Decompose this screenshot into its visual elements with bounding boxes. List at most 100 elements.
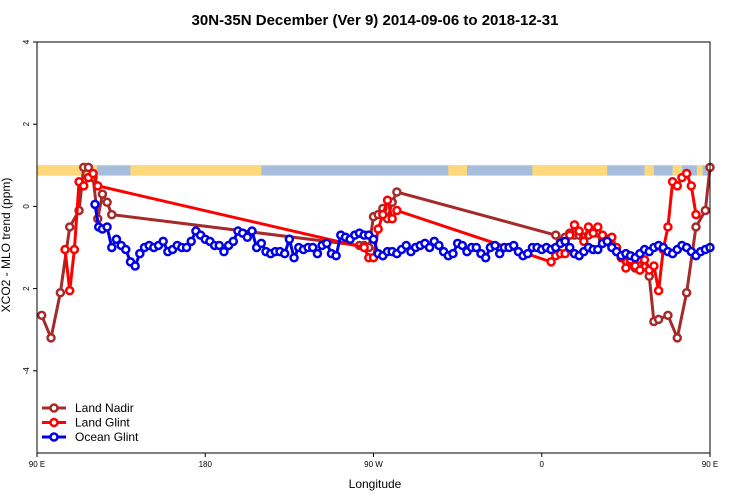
land-glint-point: [621, 263, 631, 273]
land-glint-point: [88, 168, 98, 179]
land-glint-point: [392, 205, 402, 216]
land-nadir-point: [97, 189, 108, 199]
ocean-glint-point: [434, 240, 444, 251]
land-glint-point: [382, 195, 393, 205]
ocean-glint-point: [307, 242, 318, 253]
ocean-glint-point: [256, 238, 267, 249]
y-tick-label: -4: [22, 367, 31, 375]
ocean-glint-point: [490, 240, 500, 251]
ocean-glint-point: [312, 248, 323, 259]
ocean-glint-point: [457, 240, 468, 251]
x-tick-label: 180: [199, 460, 213, 469]
land-glint-line: [63, 170, 698, 291]
land-nadir-point: [55, 287, 66, 298]
land-band-segment: [532, 165, 608, 176]
land-nadir-point: [392, 187, 402, 197]
land-glint-point: [93, 181, 103, 191]
ocean-glint-point: [424, 242, 435, 253]
ocean-glint-point: [214, 240, 225, 251]
land-glint-point: [64, 285, 75, 296]
land-nadir-point: [64, 222, 75, 232]
ocean-glint-point: [448, 248, 458, 259]
ocean-glint-point: [560, 236, 570, 247]
land-band-segment: [672, 165, 682, 176]
land-glint-point: [681, 168, 692, 179]
ocean-band: [37, 165, 710, 176]
land-glint-point: [78, 181, 89, 191]
x-tick-label: 90 E: [702, 460, 718, 469]
land-glint-point: [635, 265, 645, 275]
ocean-glint-point: [494, 248, 505, 259]
land-nadir-point: [691, 222, 701, 232]
land-glint-point: [546, 257, 556, 267]
land-nadir-point: [700, 205, 711, 216]
y-axis: 4 2 0 2 -4: [22, 39, 37, 374]
ocean-glint-point: [322, 238, 332, 249]
land-glint-point: [378, 209, 388, 220]
land-glint-point: [565, 230, 575, 240]
land-glint-point: [60, 244, 70, 255]
land-glint-point: [672, 181, 683, 191]
y-tick-label: 2: [22, 121, 31, 126]
ocean-glint-point: [242, 232, 253, 242]
land-glint-point: [569, 220, 580, 230]
ocean-glint-point: [158, 236, 168, 247]
x-axis: 90 E 180 90 W 0 90 E: [29, 453, 718, 469]
land-glint-point: [359, 242, 369, 253]
land-band-segment: [448, 165, 467, 176]
land-nadir-point: [653, 314, 664, 325]
ocean-glint-point: [130, 261, 140, 271]
ocean-glint-point: [368, 234, 379, 245]
ocean-glint-point: [480, 253, 491, 263]
land-glint-point: [639, 255, 650, 265]
chart-title: 30N-35N December (Ver 9) 2014-09-06 to 2…: [192, 12, 559, 29]
ocean-glint-point: [401, 240, 411, 251]
ocean-glint-point: [289, 253, 299, 263]
land-glint-point: [649, 261, 659, 271]
ocean-glint-point: [471, 242, 482, 253]
ocean-glint-point: [219, 246, 229, 257]
land-band-segment: [130, 165, 262, 176]
ocean-glint-point: [331, 250, 341, 261]
land-band-segment: [696, 165, 703, 176]
land-nadir-point: [107, 209, 117, 220]
y-tick-label: 4: [22, 39, 31, 44]
x-tick-label: 0: [540, 460, 545, 469]
ocean-glint-point: [107, 242, 117, 253]
land-nadir-point: [36, 310, 47, 321]
land-nadir-point: [46, 333, 56, 343]
ocean-glint-point: [508, 240, 519, 251]
x-tick-label: 90 W: [364, 460, 383, 469]
ocean-glint-point: [279, 248, 290, 259]
land-nadir-point: [672, 333, 683, 343]
ocean-glint-point: [181, 242, 192, 253]
legend-marker-land-glint: [49, 417, 59, 428]
y-tick-label: 2: [22, 286, 31, 291]
ocean-glint-point: [602, 236, 612, 247]
ocean-glint-point: [565, 242, 575, 253]
legend-marker-land-nadir: [49, 403, 59, 413]
ocean-glint-point: [247, 226, 257, 236]
land-glint-point: [373, 224, 383, 234]
ocean-glint-point: [593, 244, 603, 255]
land-ocean-band: [37, 165, 710, 176]
ocean-glint-point: [135, 248, 145, 259]
ocean-glint-point: [111, 234, 122, 245]
legend-label-ocean-glint: Ocean Glint: [75, 430, 139, 444]
land-nadir-point: [663, 310, 673, 321]
ocean-glint-point: [121, 244, 131, 255]
land-nadir-point: [551, 230, 561, 240]
land-band-segment: [37, 165, 97, 176]
land-glint-point: [653, 285, 664, 296]
y-tick-label: 0: [22, 204, 31, 209]
legend-label-land-nadir: Land Nadir: [75, 401, 134, 415]
ocean-glint-point: [90, 199, 100, 210]
land-glint-point: [579, 236, 589, 247]
land-nadir-point: [83, 162, 94, 173]
land-nadir-point: [102, 197, 112, 208]
land-glint-point: [574, 226, 584, 236]
ocean-glint-point: [186, 236, 196, 247]
land-glint-point: [593, 222, 603, 232]
